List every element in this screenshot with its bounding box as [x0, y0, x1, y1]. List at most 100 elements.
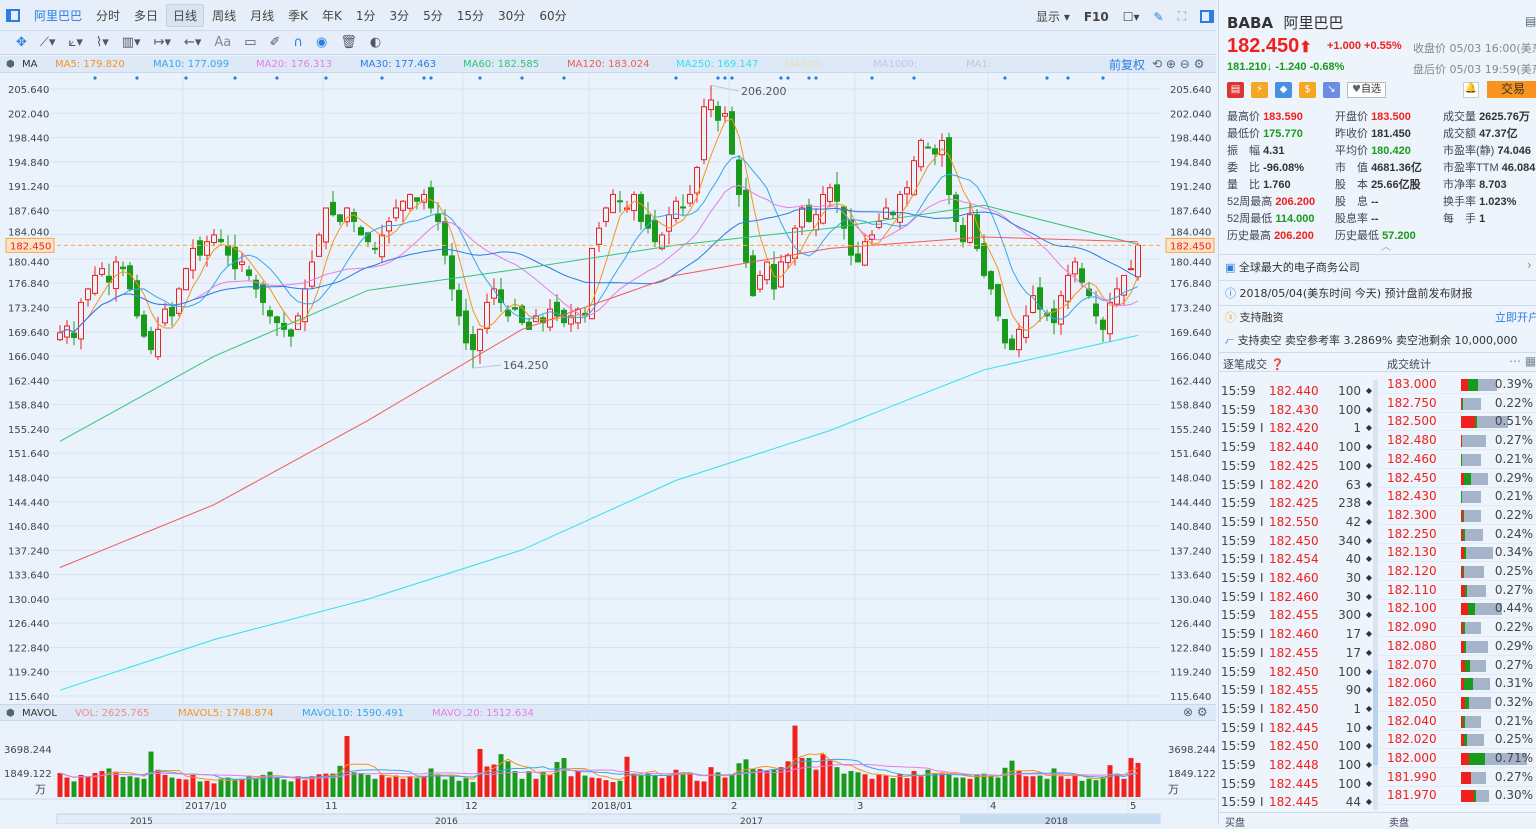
detail-icon[interactable]: ▤	[1525, 14, 1536, 28]
tab-13[interactable]: 60分	[539, 8, 567, 23]
layout-menu-icon[interactable]: ☐▾	[1122, 9, 1140, 24]
volume-bar	[85, 776, 91, 797]
tab-1[interactable]: 分时	[96, 8, 121, 23]
close-indicator-icon[interactable]: ⊗	[1183, 705, 1194, 719]
vol-settings-icon[interactable]: ⚙	[1196, 705, 1208, 719]
vol-collapse-icon[interactable]: ⬢	[6, 708, 15, 719]
volume-bar	[1461, 509, 1482, 522]
toggle-drawings-icon[interactable]: ◐	[369, 35, 382, 50]
tab-6[interactable]: 季K	[288, 8, 308, 23]
volume-bar	[1461, 696, 1491, 709]
text-tool[interactable]: Aa	[214, 35, 232, 50]
volume-bar	[1023, 776, 1029, 797]
candle-down	[470, 334, 476, 351]
eye-icon[interactable]: ◉	[315, 35, 328, 50]
earnings-notice[interactable]: ⓘ 2018/05/04(美东时间 今天) 预计盘前发布财报	[1225, 285, 1472, 301]
zoom-in-icon[interactable]: ⊕	[1165, 57, 1176, 71]
fullscreen-icon[interactable]: ⛶	[1177, 9, 1187, 23]
volume-stat-row: 182.040 0.21%	[1379, 712, 1536, 731]
flash-icon[interactable]: ⚡	[1251, 82, 1268, 98]
volume-bar	[127, 776, 133, 797]
candle-down	[253, 279, 259, 290]
x-tick-label: 2017/10	[185, 801, 227, 812]
ma-legend-item: MA20: 176.313	[256, 58, 333, 70]
reset-icon[interactable]: ⟲	[1152, 57, 1163, 71]
volume-bar	[211, 783, 217, 797]
trade-list-scrollbar[interactable]	[1373, 380, 1378, 810]
tab-7[interactable]: 年K	[321, 8, 342, 23]
fib-tool-icon[interactable]: ▥▾	[121, 35, 141, 50]
tag-icon[interactable]: ◆	[1275, 82, 1292, 98]
chevron-right-icon[interactable]: ›	[1527, 258, 1532, 272]
tab-12[interactable]: 30分	[498, 8, 526, 23]
trade-time: 15:59	[1221, 552, 1256, 567]
arrow-tool-icon[interactable]: ←▾	[183, 35, 202, 50]
company-profile-row[interactable]: ▣ 全球最大的电子商务公司	[1225, 259, 1360, 275]
tab-0[interactable]: 阿里巴巴	[34, 8, 83, 23]
tab-2[interactable]: 多日	[134, 8, 159, 23]
volume-stat-row: 182.080 0.29%	[1379, 637, 1536, 656]
ma-label: MA	[22, 58, 38, 70]
line-tool-icon[interactable]: ⟋▾	[39, 35, 56, 50]
open-account-link[interactable]: 立即开户	[1495, 311, 1536, 324]
volume-bar	[743, 759, 749, 797]
brush-icon[interactable]: ✎	[1153, 9, 1164, 24]
trade-direction-icon: ◆	[1365, 591, 1372, 601]
ma-collapse-icon[interactable]: ⬢	[6, 58, 15, 70]
f10-button[interactable]: F10	[1083, 9, 1109, 24]
dollar-icon[interactable]: $	[1299, 82, 1316, 98]
collapse-chevron-icon[interactable]: ︿	[1381, 242, 1391, 253]
help-icon[interactable]: ❓	[1270, 358, 1285, 371]
move-tool-icon[interactable]: ✥	[16, 35, 27, 50]
stat-label: 最高价	[1227, 111, 1260, 123]
event-marker	[422, 76, 426, 80]
watchlist-button[interactable]: ♥自选	[1347, 82, 1386, 98]
adjust-price-button[interactable]: 前复权	[1109, 57, 1146, 72]
zoom-out-icon[interactable]: ⊖	[1179, 57, 1190, 71]
volume-bar	[1461, 379, 1498, 391]
tab-11[interactable]: 15分	[456, 8, 485, 23]
trade-button[interactable]: 交易	[1487, 81, 1536, 98]
stat-label: 量 比	[1227, 179, 1260, 191]
trade-time: 15:59	[1221, 758, 1256, 772]
trade-size: 100	[1338, 402, 1361, 417]
wave-tool-icon[interactable]: ⌇▾	[95, 35, 109, 50]
y-tick-left: 115.640	[8, 692, 49, 703]
chart-trend-icon[interactable]: ↘	[1323, 82, 1340, 98]
trade-direction-icon: ◆	[1365, 722, 1372, 732]
candle-up	[673, 200, 679, 219]
settings-icon[interactable]: ⚙	[1193, 57, 1205, 71]
volume-bar	[1044, 778, 1050, 797]
tab-3[interactable]: 日线	[166, 3, 205, 27]
trade-list[interactable]: 15:59 182.440 100 ◆ 15:59 182.430 100 ◆ 15:59 I 18…	[1219, 372, 1536, 812]
trash-icon[interactable]: 🗑	[340, 35, 357, 50]
tab-4[interactable]: 周线	[212, 8, 237, 23]
panel-toggle-icon[interactable]	[1200, 10, 1215, 23]
display-menu[interactable]: 显示 ▾	[1036, 10, 1070, 24]
candlestick-chart[interactable]: 205.640 205.640 202.040 202.040 198.440 198.4…	[0, 0, 1216, 824]
trade-time: 15:59	[1221, 533, 1256, 548]
tab-5[interactable]: 月线	[250, 8, 275, 23]
tab-8[interactable]: 1分	[355, 8, 376, 23]
more-icon[interactable]: ⋯ ▦	[1509, 354, 1536, 368]
candle-up	[309, 261, 315, 287]
candle-down	[526, 321, 532, 330]
sidebar-toggle-icon[interactable]	[6, 8, 20, 22]
volume-bar	[148, 751, 154, 797]
comment-tool-icon[interactable]: ▭	[244, 35, 257, 50]
polyline-tool-icon[interactable]: ⟀▾	[68, 35, 83, 50]
volume-bar	[610, 782, 616, 797]
volume-legend: ⬢ MAVOL ⊗ ⚙ VOL: 2625.765 MAVOL5: 1748.87…	[0, 704, 1216, 721]
candle-down	[288, 329, 294, 337]
range-tool-icon[interactable]: ↦▾	[153, 35, 171, 50]
alert-bell-icon[interactable]: 🔔	[1463, 82, 1479, 98]
stat-value: 1.023%	[1479, 196, 1517, 208]
volume-stat-row: 182.300 0.22%	[1379, 506, 1536, 525]
magnet-icon[interactable]: ∩	[293, 35, 303, 50]
candle-up	[799, 207, 805, 228]
tab-9[interactable]: 3分	[389, 8, 410, 23]
trade-size: 10	[1345, 720, 1361, 735]
tab-10[interactable]: 5分	[423, 8, 443, 23]
volume-bar	[855, 772, 861, 797]
eraser-icon[interactable]: ✐	[269, 35, 281, 50]
